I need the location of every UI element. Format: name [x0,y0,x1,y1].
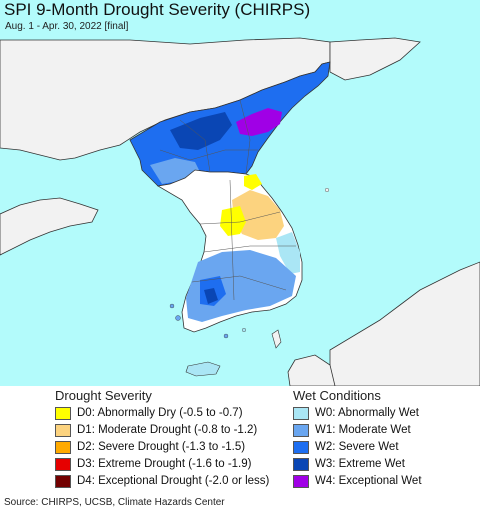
legend-item-w4: W4: Exceptional Wet [293,473,422,489]
legend-swatch-d2 [55,440,71,454]
sk-moderate-drought [232,190,284,240]
legend-swatch-d0 [55,406,71,420]
legend-item-w2: W2: Severe Wet [293,439,399,455]
tsushima-island [271,329,282,349]
legend-item-d1: D1: Moderate Drought (-0.8 to -1.2) [55,422,257,438]
legend-label-d0: D0: Abnormally Dry (-0.5 to -0.7) [77,407,243,419]
admin-boundary [159,99,296,301]
legend-item-d0: D0: Abnormally Dry (-0.5 to -0.7) [55,405,243,421]
legend-swatch-w2 [293,440,309,454]
legend-label-w0: W0: Abnormally Wet [315,407,419,419]
source-credit: Source: CHIRPS, UCSB, Climate Hazards Ce… [4,497,225,508]
sk-east-abnormally-wet [276,232,300,274]
japan-honshu [329,261,480,386]
legend-swatch-w4 [293,474,309,488]
russia-coast [329,37,421,81]
wet-legend-heading: Wet Conditions [293,388,381,403]
legend-label-w3: W3: Extreme Wet [315,458,405,470]
legend-item-d4: D4: Exceptional Drought (-2.0 or less) [55,473,269,489]
japan-kyushu [287,354,336,386]
legend-swatch-w0 [293,406,309,420]
page-subtitle: Aug. 1 - Apr. 30, 2022 [final] [5,21,129,32]
island [175,315,181,321]
legend-swatch-d4 [55,474,71,488]
legend-swatch-d1 [55,423,71,437]
legend-item-d2: D2: Severe Drought (-1.3 to -1.5) [55,439,245,455]
legend-swatch-d3 [55,457,71,471]
sk-southwest-extreme-wet [204,288,218,304]
page-title: SPI 9-Month Drought Severity (CHIRPS) [4,0,311,19]
legend-item-w3: W3: Extreme Wet [293,456,405,472]
drought-legend-heading: Drought Severity [55,388,152,403]
island [325,187,330,192]
jeju-island [185,361,221,377]
legend-label-d2: D2: Severe Drought (-1.3 to -1.5) [77,441,246,453]
legend-label-w1: W1: Moderate Wet [315,424,411,436]
legend-label-d1: D1: Moderate Drought (-0.8 to -1.2) [77,424,258,436]
sk-abnormally-dry [220,206,246,236]
legend-item-w0: W0: Abnormally Wet [293,405,419,421]
nk-extreme-wet [170,112,232,150]
island [169,303,175,309]
legend-item-d3: D3: Extreme Drought (-1.6 to -1.9) [55,456,251,472]
drought-map [0,0,480,386]
legend-item-w1: W1: Moderate Wet [293,422,411,438]
island [241,328,246,333]
shandong-peninsula [0,197,99,256]
legend-label-d4: D4: Exceptional Drought (-2.0 or less) [77,475,270,487]
legend-label-w2: W2: Severe Wet [315,441,399,453]
sk-abnormally-dry-2 [244,174,262,190]
legend-swatch-w3 [293,457,309,471]
legend-label-d3: D3: Extreme Drought (-1.6 to -1.9) [77,458,252,470]
island [223,333,229,339]
legend-swatch-w1 [293,423,309,437]
legend-label-w4: W4: Exceptional Wet [315,475,422,487]
